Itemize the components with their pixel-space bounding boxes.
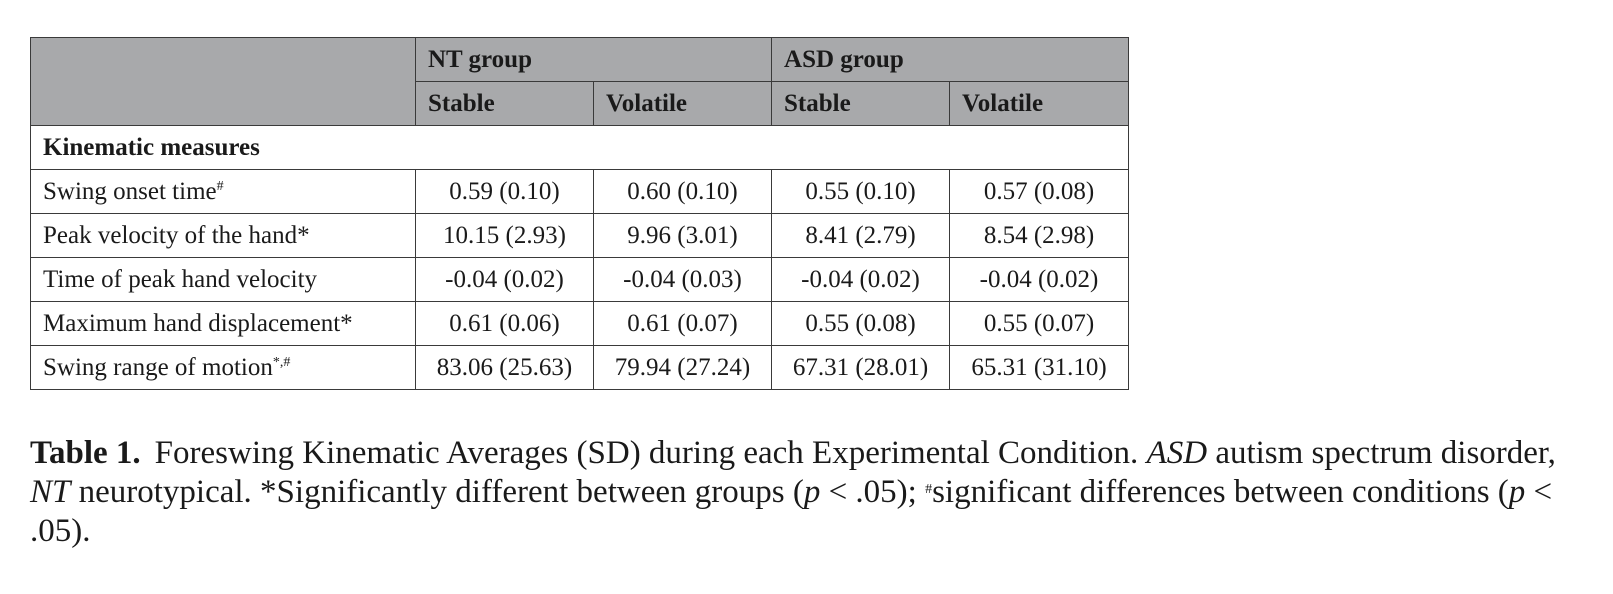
caption-p-symbol: p — [803, 474, 821, 510]
cell-nt-stable: -0.04 (0.02) — [415, 257, 594, 302]
cell-asd-volatile: -0.04 (0.02) — [949, 257, 1130, 302]
section-row: Kinematic measures — [29, 125, 1130, 170]
caption-text-4: significant differences between conditio… — [932, 474, 1509, 510]
section-label: Kinematic measures — [29, 125, 1130, 170]
cell-asd-stable: 8.41 (2.79) — [771, 213, 951, 258]
asd-group-header: ASD group — [771, 37, 1130, 82]
caption-p-symbol-2: p — [1508, 474, 1526, 510]
caption-asd-abbr: ASD — [1146, 435, 1208, 471]
empty-corner-cell — [30, 37, 416, 126]
row-label: Peak velocity of the hand* — [30, 213, 416, 258]
nt-group-header: NT group — [414, 37, 773, 82]
group-header-row: NT group ASD group — [30, 37, 1130, 126]
cell-nt-stable: 0.59 (0.10) — [415, 169, 594, 214]
table-row: Time of peak hand velocity -0.04 (0.02) … — [30, 257, 1130, 302]
row-footnote-mark: *,# — [272, 354, 291, 370]
caption-label: Table 1. — [30, 435, 141, 471]
caption-nt-abbr: NT — [30, 474, 71, 510]
asd-stable-header: Stable — [771, 81, 951, 126]
cell-asd-volatile: 0.55 (0.07) — [949, 301, 1130, 346]
row-label: Swing onset time# — [30, 169, 416, 214]
cell-nt-volatile: 0.60 (0.10) — [592, 169, 773, 214]
table-row: Swing range of motion*,# 83.06 (25.63) 7… — [30, 345, 1130, 390]
cell-asd-volatile: 0.57 (0.08) — [949, 169, 1130, 214]
row-footnote-mark: # — [216, 178, 224, 194]
caption-threshold-1: < .05); — [820, 474, 926, 510]
kinematics-table: NT group ASD group Stable Volatile Stabl… — [29, 37, 1130, 390]
cell-asd-stable: 0.55 (0.10) — [771, 169, 951, 214]
row-label-text: Swing range of motion — [43, 353, 273, 381]
cell-nt-volatile: 9.96 (3.01) — [592, 213, 773, 258]
cell-nt-stable: 83.06 (25.63) — [415, 345, 594, 390]
cell-asd-volatile: 8.54 (2.98) — [949, 213, 1130, 258]
condition-header-row: Stable Volatile Stable Volatile — [31, 81, 1130, 126]
table-row: Swing onset time# 0.59 (0.10) 0.60 (0.10… — [30, 169, 1130, 214]
caption-threshold-2: < .05). — [30, 474, 1553, 549]
row-label-text: Peak velocity of the hand* — [43, 221, 310, 249]
cell-nt-volatile: -0.04 (0.03) — [592, 257, 773, 302]
asd-volatile-header: Volatile — [949, 81, 1130, 126]
cell-nt-stable: 10.15 (2.93) — [415, 213, 594, 258]
row-label-text: Time of peak hand velocity — [43, 265, 318, 293]
cell-asd-stable: -0.04 (0.02) — [771, 257, 951, 302]
caption-text-1: Foreswing Kinematic Averages (SD) during… — [154, 435, 1147, 471]
caption-text-2: autism spectrum disorder, — [1207, 435, 1556, 471]
cell-asd-stable: 67.31 (28.01) — [771, 345, 951, 390]
caption-text-3: neurotypical. *Significantly different b… — [70, 474, 804, 510]
cell-nt-volatile: 0.61 (0.07) — [592, 301, 773, 346]
nt-volatile-header: Volatile — [592, 81, 773, 126]
row-label: Swing range of motion*,# — [30, 345, 416, 390]
row-label: Time of peak hand velocity — [30, 257, 416, 302]
caption-hash-mark: # — [925, 482, 933, 497]
table-row: Maximum hand displacement* 0.61 (0.06) 0… — [30, 301, 1130, 346]
cell-nt-volatile: 79.94 (27.24) — [592, 345, 773, 390]
row-label-text: Maximum hand displacement* — [43, 309, 353, 337]
cell-nt-stable: 0.61 (0.06) — [415, 301, 594, 346]
cell-asd-volatile: 65.31 (31.10) — [949, 345, 1130, 390]
cell-asd-stable: 0.55 (0.08) — [771, 301, 951, 346]
table-caption: Table 1. Foreswing Kinematic Averages (SD… — [30, 434, 1570, 551]
table-row: Peak velocity of the hand* 10.15 (2.93) … — [30, 213, 1130, 258]
nt-stable-header: Stable — [415, 81, 594, 126]
row-label-text: Swing onset time — [43, 177, 217, 205]
row-label: Maximum hand displacement* — [30, 301, 416, 346]
